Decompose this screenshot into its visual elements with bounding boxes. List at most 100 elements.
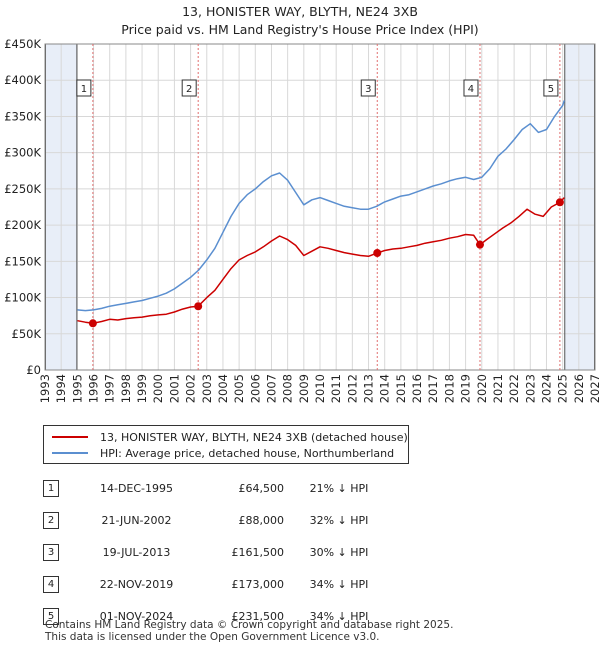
chart-subtitle: Price paid vs. HM Land Registry's House … — [121, 22, 479, 37]
sale-point — [475, 240, 484, 249]
x-tick-label: 2025 — [556, 374, 570, 403]
sale-price: £173,000 — [231, 577, 285, 591]
sale-date: 14-DEC-1995 — [99, 481, 174, 495]
legend-item-property: 13, HONISTER WAY, BLYTH, NE24 3XB (detac… — [52, 429, 408, 445]
sale-date: 21-JUN-2002 — [101, 513, 172, 527]
x-tick-label: 2012 — [345, 374, 359, 403]
x-tick-label: 2020 — [475, 374, 489, 403]
y-tick-label: £300K — [4, 146, 41, 160]
y-tick-label: £200K — [4, 218, 41, 232]
y-tick-label: £400K — [4, 73, 41, 87]
x-tick-label: 2000 — [151, 374, 165, 403]
x-tick-label: 1996 — [87, 374, 101, 403]
table-row: 2 21-JUN-2002 £88,000 32% ↓ HPI — [43, 504, 394, 536]
sale-number-label: 1 — [81, 84, 87, 95]
sale-number-box — [181, 79, 197, 97]
x-tick-label: 2003 — [200, 374, 214, 403]
x-tick-label: 2005 — [232, 374, 246, 403]
sale-number-badge: 3 — [43, 543, 59, 561]
y-tick-label: £250K — [4, 182, 41, 196]
plot-frame — [44, 43, 596, 371]
x-tick-label: 2018 — [442, 374, 456, 403]
x-tick-label: 2026 — [572, 374, 586, 403]
x-tick-label: 1999 — [135, 374, 149, 403]
sale-number-badge: 5 — [43, 607, 59, 625]
sale-number-label: 4 — [468, 84, 474, 95]
x-tick-label: 2002 — [184, 374, 198, 403]
property-price-line — [77, 197, 565, 325]
hpi-line — [77, 100, 566, 312]
x-tick-label: 1994 — [54, 374, 68, 403]
sale-hpi-diff: 21% ↓ HPI — [309, 481, 369, 495]
sales-table: 1 14-DEC-1995 £64,500 21% ↓ HPI 2 21-JUN… — [43, 472, 394, 632]
sale-point — [373, 249, 382, 258]
x-tick-label: 1993 — [38, 374, 52, 403]
y-tick-label: £150K — [4, 254, 41, 268]
sale-number-box — [360, 79, 376, 97]
x-tick-label: 2016 — [410, 374, 424, 403]
table-row: 5 01-NOV-2024 £231,500 34% ↓ HPI — [43, 600, 394, 632]
sale-price: £231,500 — [231, 609, 285, 623]
copyright-notice: Contains HM Land Registry data © Crown c… — [45, 619, 454, 631]
shaded-region — [564, 44, 595, 370]
sale-number-label: 5 — [548, 84, 554, 95]
x-tick-label: 2010 — [313, 374, 327, 403]
table-row: 3 19-JUL-2013 £161,500 30% ↓ HPI — [43, 536, 394, 568]
x-tick-label: 2022 — [507, 374, 521, 403]
sale-number-box — [463, 79, 479, 97]
table-row: 4 22-NOV-2019 £173,000 34% ↓ HPI — [43, 568, 394, 600]
sale-number-box — [76, 79, 92, 97]
sale-price: £161,500 — [231, 545, 285, 559]
x-tick-label: 2008 — [281, 374, 295, 403]
x-tick-label: 2019 — [459, 374, 473, 403]
x-tick-label: 2017 — [426, 374, 440, 403]
sale-hpi-diff: 34% ↓ HPI — [309, 609, 369, 623]
table-row: 1 14-DEC-1995 £64,500 21% ↓ HPI — [43, 472, 394, 504]
x-tick-label: 2021 — [491, 374, 505, 403]
sale-number-box — [543, 79, 559, 97]
legend-label-property: 13, HONISTER WAY, BLYTH, NE24 3XB (detac… — [100, 430, 408, 444]
x-tick-label: 2001 — [167, 374, 181, 403]
sale-number-badge: 4 — [43, 575, 59, 593]
sale-point — [88, 319, 97, 328]
sale-date: 01-NOV-2024 — [99, 609, 174, 623]
sale-number-badge: 1 — [43, 479, 59, 497]
sale-price: £88,000 — [238, 513, 285, 527]
y-tick-label: £100K — [4, 291, 41, 305]
x-tick-label: 2006 — [248, 374, 262, 403]
x-tick-label: 2004 — [216, 374, 230, 403]
x-tick-label: 1995 — [70, 374, 84, 403]
price-chart: £0 £50K £100K £150K £200K £250K £300K £350K £400… — [4, 37, 600, 403]
sale-hpi-diff: 30% ↓ HPI — [309, 545, 369, 559]
x-tick-label: 2023 — [523, 374, 537, 403]
legend-item-hpi: HPI: Average price, detached house, Nort… — [52, 445, 394, 461]
legend-swatch-property — [52, 436, 88, 438]
x-tick-label: 1997 — [103, 374, 117, 403]
sale-number-badge: 2 — [43, 511, 59, 529]
y-tick-label: £50K — [12, 327, 42, 341]
x-tick-label: 2014 — [378, 374, 392, 403]
sale-hpi-diff: 32% ↓ HPI — [309, 513, 369, 527]
x-tick-label: 1998 — [119, 374, 133, 403]
sale-date: 19-JUL-2013 — [102, 545, 171, 559]
y-tick-label: £450K — [4, 37, 41, 51]
legend-label-hpi: HPI: Average price, detached house, Nort… — [100, 446, 395, 460]
y-tick-label: £0 — [26, 363, 41, 377]
sale-point — [194, 302, 203, 311]
legend-swatch-hpi — [52, 452, 88, 454]
x-tick-label: 2009 — [297, 374, 311, 403]
x-tick-label: 2027 — [588, 374, 600, 403]
x-tick-label: 2007 — [264, 374, 278, 403]
sale-point — [555, 198, 564, 207]
x-tick-label: 2011 — [329, 374, 343, 403]
x-tick-label: 2013 — [362, 374, 376, 403]
legend: 13, HONISTER WAY, BLYTH, NE24 3XB (detac… — [43, 425, 409, 464]
licence-notice: This data is licensed under the Open Gov… — [45, 631, 380, 643]
chart-title: 13, HONISTER WAY, BLYTH, NE24 3XB — [182, 4, 418, 19]
sale-date: 22-NOV-2019 — [99, 577, 174, 591]
x-tick-label: 2015 — [394, 374, 408, 403]
x-tick-label: 2024 — [539, 374, 553, 403]
sale-hpi-diff: 34% ↓ HPI — [309, 577, 369, 591]
y-tick-label: £350K — [4, 109, 41, 123]
sale-price: £64,500 — [238, 481, 285, 495]
